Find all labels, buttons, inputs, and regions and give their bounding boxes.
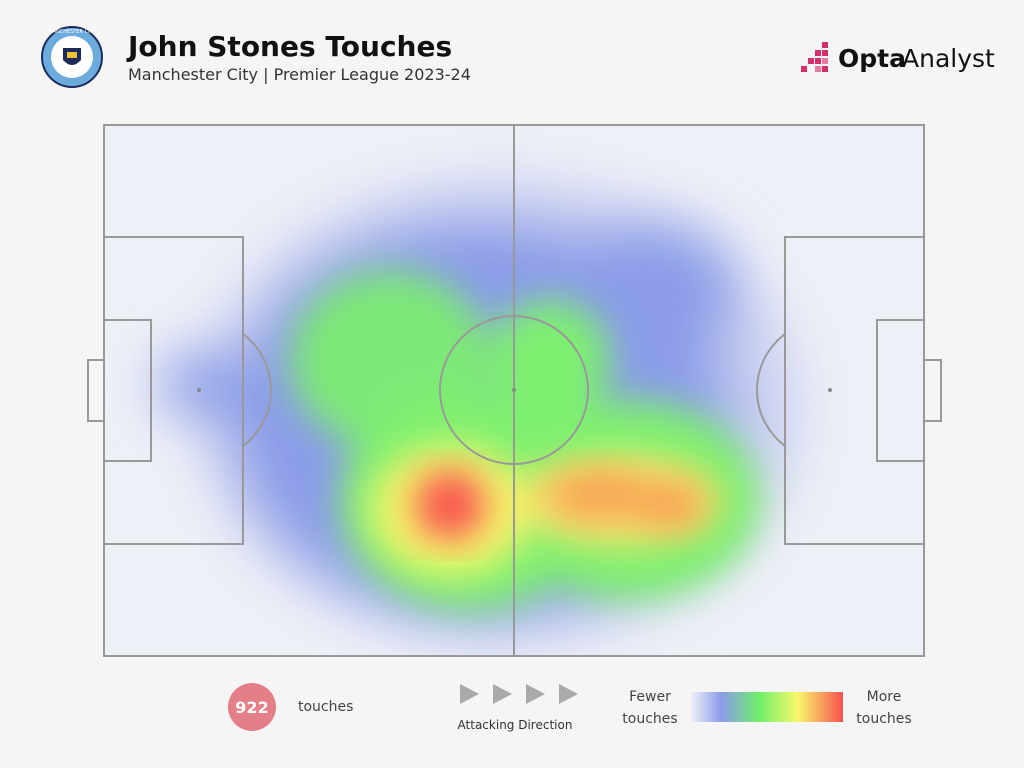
legend-gradient <box>691 692 843 722</box>
legend-low: Fewer touches <box>622 689 678 727</box>
heatmap <box>160 180 800 640</box>
brand-bold: Opta <box>838 44 906 73</box>
pitch-lines <box>87 124 942 657</box>
crest <box>41 26 103 88</box>
title: John Stones Touches <box>128 30 453 63</box>
touches-badge <box>228 683 276 731</box>
legend-high: More touches <box>856 689 912 727</box>
crest-text: MANCHESTER CITY <box>48 29 96 35</box>
direction-label: Attacking Direction <box>457 718 573 732</box>
subtitle: Manchester City | Premier League 2023-24 <box>128 65 471 84</box>
brand-icon <box>801 42 828 72</box>
touches-label: touches <box>298 699 354 715</box>
direction-arrows <box>460 684 578 704</box>
touches-count: 922 <box>235 698 268 717</box>
brand-light: Analyst <box>902 44 995 73</box>
